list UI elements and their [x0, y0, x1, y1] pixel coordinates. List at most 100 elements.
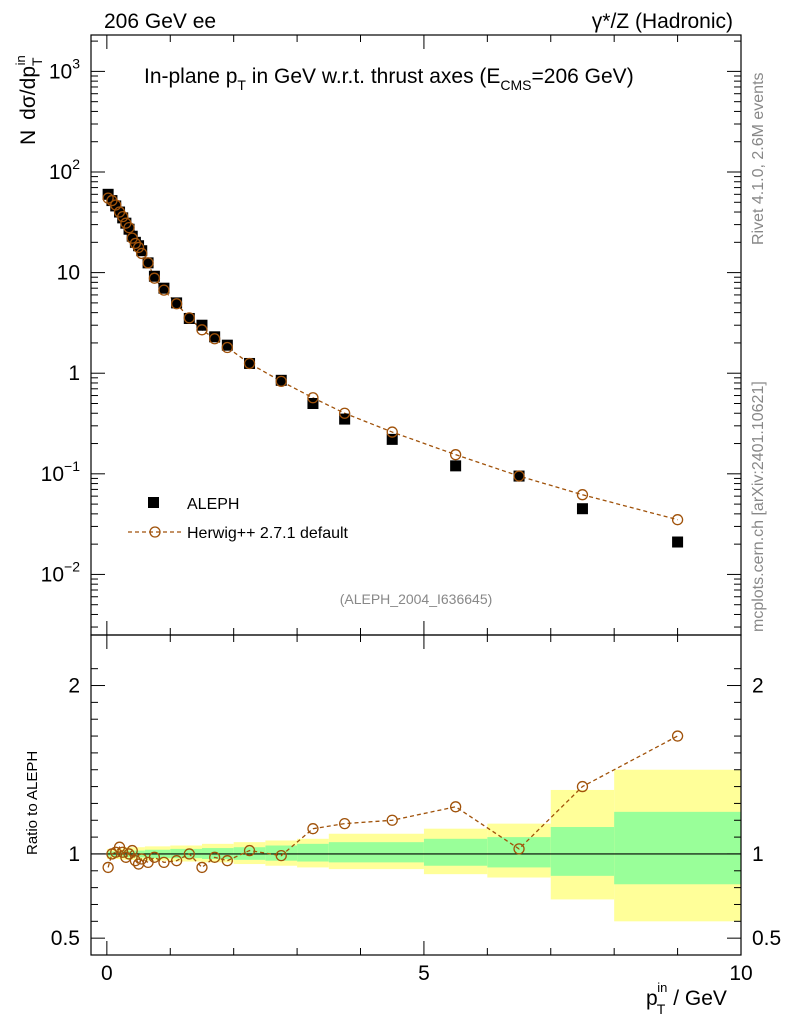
y-label-sub: T	[29, 57, 45, 66]
y-tick-label-5: 103	[49, 55, 80, 83]
herwig-point-18	[221, 341, 233, 354]
ratio-axis-label: Ratio to ALEPH	[24, 751, 41, 855]
herwig-point-16	[196, 324, 208, 336]
aleph-point-17	[209, 331, 221, 343]
band-green-9	[423, 838, 488, 866]
aleph-points	[102, 188, 684, 548]
mcplots-label: mcplots.cern.ch [arXiv:2401.10621]	[750, 381, 767, 632]
y-tick-label-4: 102	[49, 156, 80, 184]
aleph-point-0	[102, 188, 114, 200]
ratio-tick-label-left-2: 2	[68, 675, 80, 698]
rivet-label: Rivet 4.1.0, 2.6M events	[750, 72, 767, 245]
aleph-point-23	[386, 433, 398, 445]
herwig-point-11	[142, 257, 154, 269]
x-label-sup: in	[657, 980, 667, 995]
y-tick-label-3: 10	[57, 262, 80, 285]
ratio-point-27	[671, 730, 684, 742]
ratio-point-6	[123, 848, 135, 860]
ratio-point-26	[576, 780, 589, 793]
ratio-point-0	[102, 861, 114, 874]
ratio-tick-label-left-1: 1	[68, 843, 80, 866]
aleph-point-19	[244, 357, 256, 369]
y-tick-label-2: 1	[68, 362, 80, 385]
title-end: =206 GeV)	[532, 65, 634, 88]
herwig-point-24	[449, 449, 462, 461]
herwig-point-20	[275, 375, 287, 388]
band-green-10	[487, 837, 551, 868]
aleph-point-22	[339, 413, 351, 425]
y-tick-label-0: 10−2	[41, 558, 81, 586]
band-green-6	[265, 845, 298, 861]
aleph-point-14	[171, 297, 183, 309]
herwig-point-12	[148, 272, 161, 284]
ratio-point-23	[386, 814, 398, 826]
herwig-point-22	[339, 407, 351, 419]
y-tick-label-1: 10−1	[41, 458, 81, 486]
aleph-point-7	[126, 230, 138, 242]
aleph-point-20	[275, 374, 287, 386]
y-tick-base-0: 10	[41, 563, 64, 586]
y-tick-base-4: 10	[49, 161, 72, 184]
band-green-12	[614, 811, 741, 885]
aleph-point-15	[183, 312, 195, 324]
ratio-point-19	[243, 844, 256, 857]
ratio-point-24	[449, 801, 462, 813]
band-green-8	[328, 842, 424, 863]
x-axis-label: pTin / GeV	[646, 980, 727, 1017]
aleph-point-6	[123, 223, 135, 235]
title-rest: in GeV w.r.t. thrust axes (E	[246, 65, 500, 88]
ratio-point-7	[126, 844, 138, 857]
aleph-point-2	[110, 200, 122, 212]
ratio-point-17	[209, 851, 221, 863]
band-green-7	[297, 843, 329, 862]
aleph-point-25	[513, 470, 525, 482]
aleph-point-24	[450, 460, 462, 472]
ratio-point-14	[170, 855, 183, 867]
herwig-point-19	[243, 357, 256, 370]
uncertainty-bands	[106, 769, 741, 922]
ratio-point-20	[275, 849, 287, 862]
header-left: 206 GeV ee	[104, 10, 216, 33]
ratio-point-15	[183, 848, 195, 860]
aleph-point-12	[148, 270, 160, 282]
y-label-n: N	[17, 130, 40, 145]
ratio-point-21	[307, 823, 319, 835]
x-tick-label-1: 5	[418, 962, 430, 985]
x-label-sub: T	[657, 1001, 666, 1017]
herwig-point-21	[307, 392, 319, 404]
ratio-point-18	[221, 855, 233, 867]
herwig-point-27	[671, 514, 684, 526]
aleph-point-27	[672, 536, 684, 548]
ratio-tick-label-right-2: 2	[752, 675, 764, 698]
ratio-tick-label-left-0: 0.5	[51, 927, 80, 950]
ratio-point-8	[129, 855, 142, 867]
legend-aleph-label: ALEPH	[187, 496, 239, 513]
ratio-line	[107, 735, 678, 869]
y-tick-exp-1: −1	[64, 458, 80, 474]
herwig-points	[102, 192, 684, 526]
ratio-point-13	[158, 856, 170, 869]
y-axis-label: Ndσ/dpTin	[13, 55, 45, 145]
ratio-point-16	[196, 861, 208, 874]
legend-herwig-label: Herwig++ 2.7.1 default	[187, 525, 349, 542]
herwig-point-26	[576, 489, 589, 501]
title-main: In-plane p	[144, 65, 237, 88]
herwig-point-4	[117, 210, 129, 223]
aleph-point-13	[158, 282, 170, 294]
ratio-point-25	[513, 843, 525, 855]
y-label-sup: in	[13, 55, 28, 65]
main-panel-frame	[90, 34, 742, 636]
ratio-tick-label-right-0: 0.5	[752, 927, 781, 950]
ratio-tick-label-right-1: 1	[752, 843, 764, 866]
ratio-panel-frame	[90, 634, 742, 956]
herwig-point-14	[170, 298, 183, 310]
x-label-p: p	[646, 987, 658, 1010]
ratio-point-10	[136, 853, 148, 865]
title-sub: T	[237, 77, 246, 93]
herwig-point-9	[132, 241, 145, 254]
title-sub2: CMS	[500, 77, 531, 93]
aleph-point-11	[142, 257, 154, 269]
herwig-point-6	[123, 221, 135, 234]
analysis-id: (ALEPH_2004_I636645)	[340, 591, 493, 607]
